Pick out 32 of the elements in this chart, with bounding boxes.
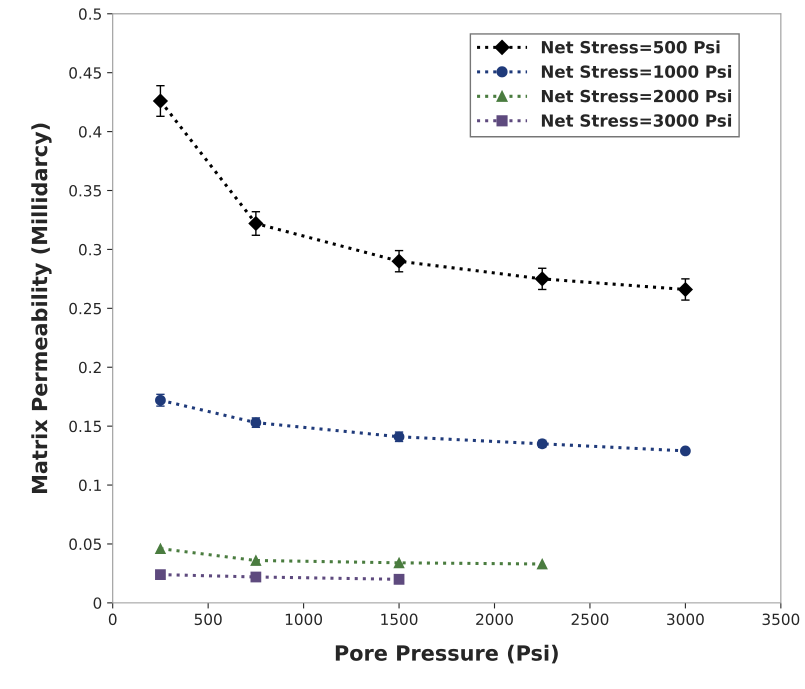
y-tick-label: 0.4 (78, 126, 102, 138)
point (394, 574, 404, 585)
point (155, 569, 166, 580)
point (250, 555, 262, 566)
point (155, 543, 166, 554)
y-tick-label: 0.35 (69, 184, 101, 197)
y-tick-label: 0.5 (78, 8, 101, 20)
legend-label: Net Stress=2000 Psi (542, 89, 732, 102)
legend-label: Net Stress=3000 Psi (542, 114, 732, 127)
x-tick-label: 0 (108, 614, 117, 626)
y-tick-label: 0.05 (69, 538, 101, 550)
x-tick-label: 3000 (667, 614, 704, 626)
x-tick-label: 2000 (476, 614, 513, 626)
y-tick-label: 0.2 (78, 362, 101, 374)
y-tick-label: 0.3 (78, 244, 102, 256)
y-tick-label: 0.25 (69, 302, 101, 314)
y-axis-title: Matrix Permeability (Millidarcy) (31, 124, 52, 493)
y-tick-label: 0 (94, 597, 102, 609)
x-tick-label: 2500 (572, 614, 608, 626)
point (250, 572, 262, 582)
x-axis-title: Pore Pressure (Psi) (336, 644, 558, 664)
y-tick-label: 0.45 (69, 67, 101, 79)
legend-label: Net Stress=1000 Psi (542, 65, 732, 78)
y-tick-label: 0.15 (69, 420, 101, 432)
x-tick-label: 1000 (286, 614, 322, 626)
y-tick-label: 0.1 (78, 480, 101, 492)
x-tick-label: 500 (194, 614, 222, 626)
point (394, 557, 404, 568)
x-tick-label: 1500 (381, 614, 418, 626)
legend-label: Net Stress=500 Psi (542, 40, 720, 54)
x-tick-label: 3500 (762, 614, 800, 626)
point (536, 558, 548, 570)
